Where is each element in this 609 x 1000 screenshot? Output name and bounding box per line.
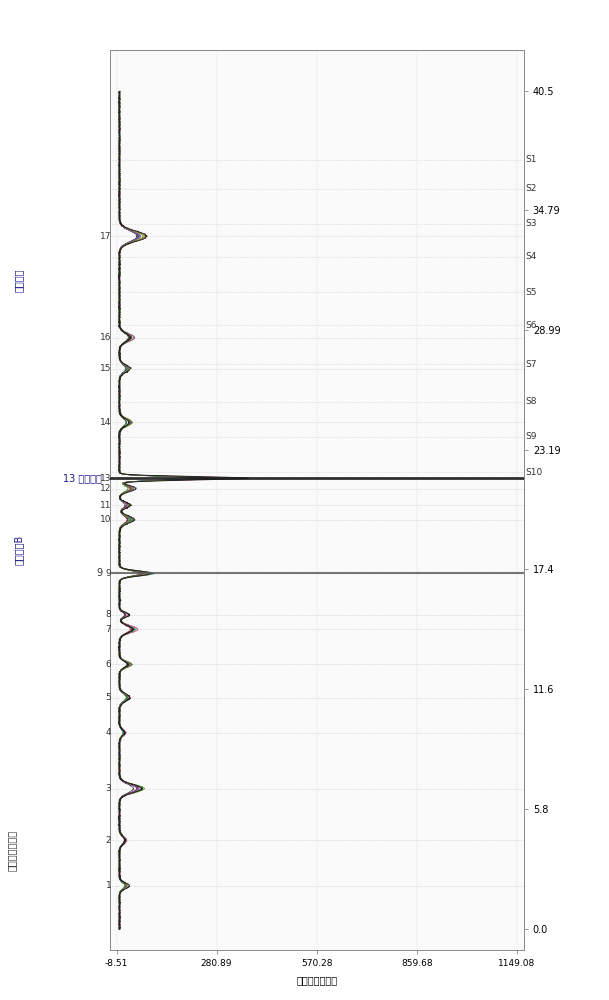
Text: 1: 1: [105, 881, 111, 890]
Text: S10: S10: [526, 468, 543, 477]
Text: S9: S9: [526, 432, 537, 441]
Text: S8: S8: [526, 397, 537, 406]
Text: S2: S2: [526, 184, 537, 193]
Text: S6: S6: [526, 321, 537, 330]
Text: 色谱峰面相对应: 色谱峰面相对应: [7, 829, 17, 871]
Text: 8: 8: [105, 610, 111, 619]
Text: 7: 7: [105, 625, 111, 634]
Text: 10: 10: [100, 515, 111, 524]
Text: S7: S7: [526, 360, 537, 369]
Text: 9: 9: [96, 568, 102, 578]
Text: 4: 4: [106, 728, 111, 737]
Text: 3: 3: [105, 784, 111, 793]
Text: 11: 11: [100, 501, 111, 510]
Text: 13: 13: [100, 474, 111, 483]
Text: S4: S4: [526, 252, 537, 261]
Text: 12: 12: [100, 484, 111, 493]
Text: 连翘蔭苑B: 连翘蔭苑B: [13, 535, 23, 565]
Text: 15: 15: [100, 364, 111, 373]
Text: 2: 2: [106, 836, 111, 845]
Text: 9: 9: [105, 569, 111, 578]
Text: S1: S1: [526, 155, 537, 164]
Text: 14: 14: [100, 418, 111, 427]
Text: 5: 5: [105, 693, 111, 702]
X-axis label: 色谱峰面相对应: 色谱峰面相对应: [296, 975, 337, 985]
Text: 17: 17: [100, 232, 111, 241]
Text: 金石蔭薤: 金石蔭薤: [13, 268, 23, 292]
Text: 13 金石蔭薤: 13 金石蔭薤: [63, 473, 102, 483]
Text: 16: 16: [100, 333, 111, 342]
Text: S3: S3: [526, 219, 537, 228]
Text: 6: 6: [105, 660, 111, 669]
Text: S5: S5: [526, 288, 537, 297]
